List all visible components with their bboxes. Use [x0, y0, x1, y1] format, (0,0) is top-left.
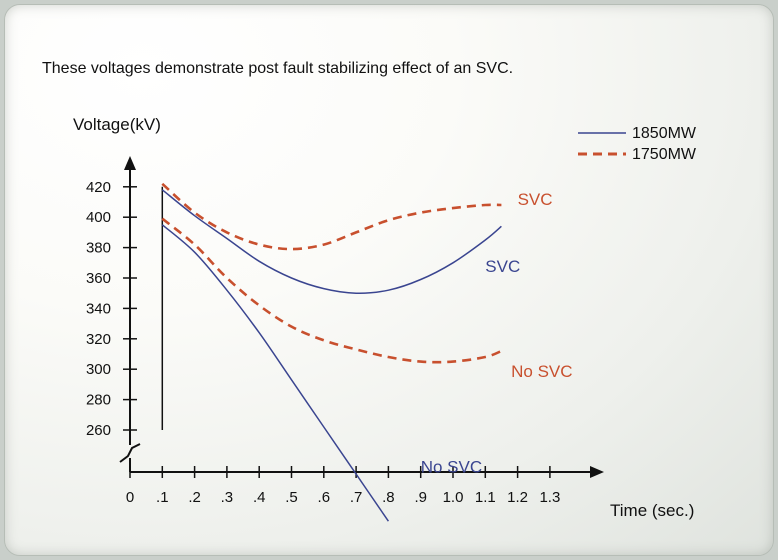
x-tick-label: .2 [188, 489, 201, 506]
annotation-1750mw-no-svc: No SVC [511, 362, 572, 381]
series-line-1850mw-no-svc [161, 224, 390, 522]
series-line-1750mw-no-svc [161, 217, 502, 364]
x-tick-label: .8 [382, 489, 395, 506]
y-tick-label: 420 [86, 179, 111, 196]
x-tick-label: .7 [350, 489, 363, 506]
x-axis-arrow [590, 466, 604, 478]
y-tick-label: 300 [86, 361, 111, 378]
legend-label-1850mw: 1850MW [632, 125, 697, 142]
y-axis-title: Voltage(kV) [73, 115, 161, 134]
x-tick-label: 1.0 [443, 489, 464, 506]
annotation-1750mw-svc: SVC [518, 190, 553, 209]
x-tick-label: 0 [126, 489, 134, 506]
series-lines [161, 182, 502, 522]
chart-card [4, 4, 774, 556]
y-ticks: 260 280 300 320 340 360 380 400 420 [86, 179, 137, 439]
y-tick-label: 260 [86, 422, 111, 439]
y-tick-label: 400 [86, 209, 111, 226]
x-tick-label: 1.2 [507, 489, 528, 506]
y-tick-label: 360 [86, 270, 111, 287]
legend: 1850MW 1750MW [578, 125, 697, 163]
series-line-1750mw-svc [161, 182, 502, 251]
x-axis-title: Time (sec.) [610, 501, 694, 520]
legend-label-1750mw: 1750MW [632, 146, 697, 163]
x-tick-label: 1.3 [539, 489, 560, 506]
x-tick-label: .4 [253, 489, 266, 506]
y-axis-break-mark [119, 443, 141, 463]
y-axis-arrow [124, 156, 136, 170]
y-tick-label: 340 [86, 300, 111, 317]
x-tick-label: .3 [221, 489, 234, 506]
x-ticks: 0 .1 .2 .3 .4 .5 .6 .7 .8 .9 1.0 1.1 1.2 1.3 [126, 466, 560, 506]
caption-text: These voltages demonstrate post fault st… [42, 60, 514, 77]
x-tick-label: 1.1 [475, 489, 496, 506]
y-tick-label: 320 [86, 331, 111, 348]
annotation-1850mw-svc: SVC [485, 257, 520, 276]
x-tick-label: .9 [414, 489, 427, 506]
series-annotations: SVC SVC No SVC No SVC [421, 190, 573, 477]
x-tick-label: .6 [318, 489, 331, 506]
x-tick-label: .5 [285, 489, 298, 506]
series-line-1850mw-svc [161, 189, 502, 294]
x-tick-label: .1 [156, 489, 169, 506]
y-tick-label: 280 [86, 392, 111, 409]
y-tick-label: 380 [86, 240, 111, 257]
annotation-1850mw-no-svc: No SVC [421, 458, 482, 477]
